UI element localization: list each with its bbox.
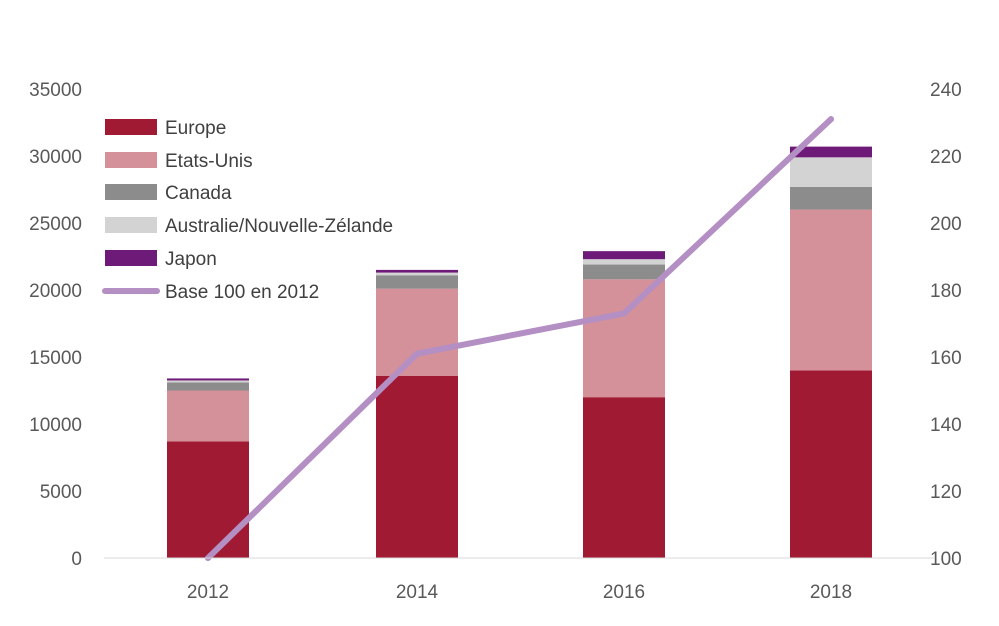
left-tick-label: 30000 [29,147,82,168]
line-point [828,116,834,123]
line-point [414,350,420,357]
right-tick-label: 220 [930,147,962,168]
bar-segment-3 [167,382,249,391]
bar-segment-5 [790,146,872,158]
left-axis: 0 5000 10000 15000 20000 25000 30000 35000 [29,80,82,570]
legend-label: Base 100 en 2012 [165,282,319,303]
left-tick-label: 5000 [40,482,82,503]
left-tick-label: 20000 [29,281,82,302]
legend-label: Europe [165,118,226,139]
x-tick-label: 2014 [396,582,439,603]
right-tick-label: 100 [930,549,962,570]
left-tick-label: 35000 [29,80,82,101]
bar-segment-4 [583,259,665,265]
legend-label: Japon [165,249,217,270]
right-tick-label: 180 [930,281,962,302]
bar-segment-1 [583,397,665,558]
legend-swatch [105,119,157,135]
bar-segment-1 [376,375,458,558]
bar-segment-2 [376,288,458,376]
x-tick-label: 2016 [603,582,645,603]
legend-label: Etats-Unis [165,151,253,172]
bar-segment-3 [790,186,872,210]
legend-swatch [105,250,157,266]
bar-segment-3 [376,275,458,289]
bar-segment-5 [167,378,249,381]
left-tick-label: 0 [71,549,82,570]
bar-segment-5 [583,251,665,260]
bar-segment-2 [790,209,872,371]
right-tick-label: 120 [930,482,962,503]
base-line [205,116,834,561]
right-tick-label: 240 [930,80,962,101]
bar-segment-2 [583,279,665,398]
legend-swatch [105,152,157,168]
bar-segment-1 [167,441,249,558]
legend: Europe Etats-Unis Canada Australie/Nouvelle… [102,118,393,303]
bar-segment-3 [583,264,665,280]
legend-swatch [105,217,157,233]
legend-label: Australie/Nouvelle-Zélande [165,216,393,237]
bar-segment-1 [790,370,872,558]
line-point [621,310,627,317]
right-tick-label: 200 [930,214,962,235]
right-axis: 100 120 140 160 180 200 220 240 [930,80,962,570]
right-tick-label: 160 [930,348,962,369]
legend-swatch [105,184,157,200]
x-tick-label: 2012 [187,582,229,603]
right-tick-label: 140 [930,415,962,436]
bar-segment-5 [376,269,458,273]
bar-segment-4 [376,272,458,276]
bar-segment-4 [167,380,249,383]
left-tick-label: 25000 [29,214,82,235]
left-tick-label: 10000 [29,415,82,436]
line-series [205,116,834,561]
x-tick-label: 2018 [810,582,852,603]
x-axis: 2012 2014 2016 2018 [187,582,852,603]
bars [167,146,872,558]
left-tick-label: 15000 [29,348,82,369]
bar-segment-2 [167,390,249,442]
legend-label: Canada [165,183,232,204]
bar-segment-4 [790,157,872,187]
